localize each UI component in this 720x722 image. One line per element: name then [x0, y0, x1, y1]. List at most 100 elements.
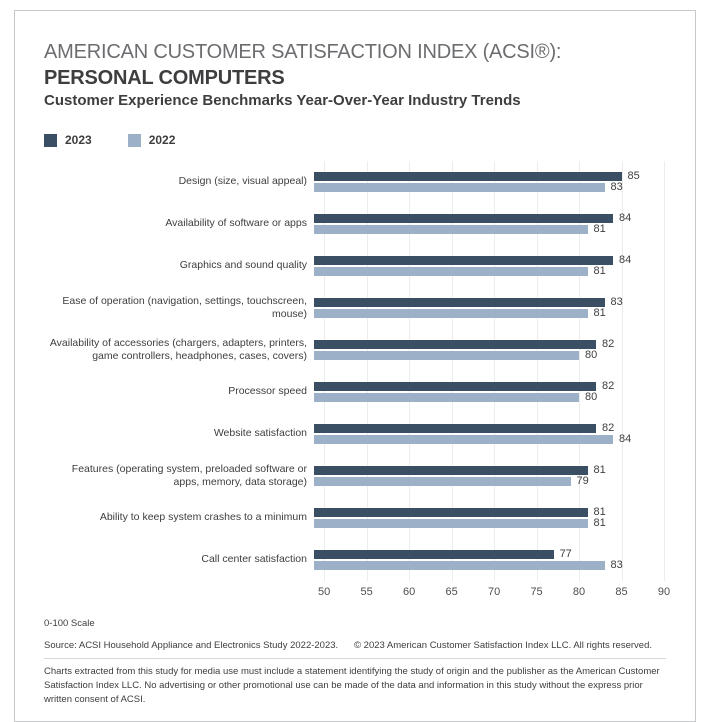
bar-line-2022: 79	[314, 476, 664, 487]
gridline	[621, 161, 623, 581]
bar-value: 80	[585, 391, 598, 403]
bar-group: 84 81	[314, 212, 664, 235]
page-title: AMERICAN CUSTOMER SATISFACTION INDEX (AC…	[44, 41, 562, 63]
bar-group: 85 83	[314, 170, 664, 193]
category-label: Design (size, visual appeal)	[178, 175, 307, 188]
bar-2022	[314, 393, 580, 402]
bar-value: 81	[593, 265, 606, 277]
legend-label-2023: 2023	[65, 133, 92, 147]
bar-value: 81	[593, 517, 606, 529]
gridline	[536, 161, 538, 581]
chart-row: Ability to keep system crashes to a mini…	[44, 497, 664, 539]
x-tick-label: 75	[530, 586, 543, 598]
bar-group: 82 80	[314, 380, 664, 403]
bar-line-2023: 84	[314, 212, 664, 224]
x-axis: 50 55 60 65 70 75 80 85 90	[314, 586, 670, 601]
bar-value: 82	[602, 338, 615, 350]
chart-row: Features (operating system, preloaded so…	[44, 455, 664, 497]
bar-value: 77	[559, 548, 572, 560]
bar-2023	[314, 508, 588, 517]
chart-row: Graphics and sound quality 84 81	[44, 245, 664, 287]
chart-row: Website satisfaction 82 84	[44, 413, 664, 455]
report-header: AMERICAN CUSTOMER SATISFACTION INDEX (AC…	[44, 39, 666, 111]
bar-2022	[314, 435, 614, 444]
gridline	[494, 161, 496, 581]
category-label: Website satisfaction	[213, 427, 307, 440]
bar-line-2022: 83	[314, 181, 664, 193]
bar-value: 81	[593, 223, 606, 235]
bar-group: 83 81	[314, 296, 664, 319]
bar-2023	[314, 172, 622, 181]
bar-2023	[314, 298, 605, 307]
bar-value: 81	[593, 464, 606, 476]
bar-line-2023: 81	[314, 506, 664, 518]
bar-group: 81 79	[314, 464, 664, 487]
report-card: AMERICAN CUSTOMER SATISFACTION INDEX (AC…	[14, 10, 696, 722]
x-tick-label: 80	[572, 586, 586, 598]
chart-row: Ease of operation (navigation, settings,…	[44, 287, 664, 329]
bar-2023	[314, 550, 554, 559]
x-tick-label: 70	[487, 586, 501, 598]
gridline	[664, 161, 665, 581]
bar-line-2023: 77	[314, 548, 664, 560]
bar-2023	[314, 340, 597, 349]
page-subtitle: PERSONAL COMPUTERS	[44, 67, 285, 89]
bar-line-2023: 84	[314, 254, 664, 266]
bar-value: 84	[619, 433, 632, 445]
chart-row: Design (size, visual appeal) 85 83	[44, 161, 664, 203]
bar-2022	[314, 183, 605, 192]
gridline	[366, 161, 368, 581]
bar-value: 83	[610, 181, 623, 193]
bar-value: 81	[593, 307, 606, 319]
bar-line-2022: 81	[314, 517, 664, 529]
chart-row: Availability of accessories (chargers, a…	[44, 329, 664, 371]
bar-chart: Design (size, visual appeal) 85 83 Availabi…	[44, 161, 670, 601]
bar-line-2022: 80	[314, 350, 664, 361]
source-row: Source: ACSI Household Appliance and Ele…	[44, 640, 666, 651]
category-label: Processor speed	[228, 385, 307, 398]
legend-label-2022: 2022	[148, 133, 176, 147]
x-tick-label: 60	[403, 586, 416, 598]
x-tick-label: 65	[445, 586, 458, 598]
bar-group: 82 80	[314, 338, 664, 361]
x-tick-label: 90	[657, 586, 671, 598]
chart-legend: 2023 2022	[44, 133, 666, 147]
category-label: Availability of software or apps	[165, 217, 307, 230]
legend-item-2022: 2022	[127, 133, 176, 147]
bar-2022	[314, 309, 588, 318]
legend-swatch-2022-icon	[127, 133, 141, 147]
bar-value: 84	[619, 254, 632, 266]
bar-2023	[314, 382, 597, 391]
copyright-text: © 2023 American Customer Satisfaction In…	[354, 640, 652, 651]
bar-value: 82	[602, 422, 615, 434]
category-label: Features (operating system, preloaded so…	[71, 462, 307, 488]
bar-line-2023: 83	[314, 296, 664, 308]
bar-2023	[314, 256, 614, 265]
category-label: Ease of operation (navigation, settings,…	[62, 294, 307, 320]
legend-swatch-2023-icon	[44, 133, 57, 147]
category-label: Ability to keep system crashes to a mini…	[99, 511, 307, 524]
bar-line-2023: 82	[314, 422, 664, 434]
x-tick-label: 50	[318, 586, 331, 598]
bar-line-2022: 81	[314, 223, 664, 235]
bar-value: 82	[602, 380, 615, 392]
bar-line-2022: 81	[314, 265, 664, 277]
report-footer: 0-100 Scale Source: ACSI Household Appli…	[44, 618, 666, 706]
gridline	[579, 161, 581, 581]
x-tick-label: 55	[360, 586, 373, 598]
bar-2022	[314, 225, 588, 234]
bar-value: 84	[619, 212, 632, 224]
bar-line-2022: 81	[314, 307, 664, 319]
source-text: Source: ACSI Household Appliance and Ele…	[44, 640, 339, 651]
bar-group: 81 81	[314, 506, 664, 529]
disclaimer-text: Charts extracted from this study for med…	[44, 666, 660, 705]
bar-value: 81	[593, 506, 606, 518]
gridline	[324, 161, 326, 581]
page-tagline: Customer Experience Benchmarks Year-Over…	[44, 92, 521, 109]
bar-value: 85	[627, 170, 640, 182]
x-tick-label: 85	[615, 586, 628, 598]
bar-group: 84 81	[314, 254, 664, 277]
footer-divider	[44, 658, 666, 659]
gridline	[451, 161, 453, 581]
bar-value: 83	[610, 296, 623, 308]
